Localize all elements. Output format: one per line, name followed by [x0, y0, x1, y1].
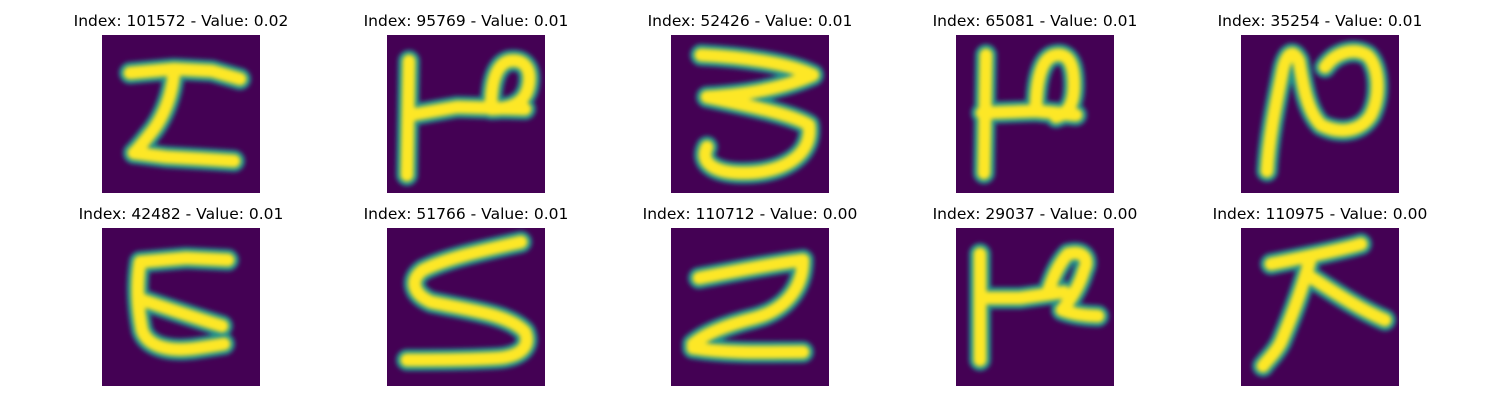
sample-title: Index: 52426 - Value: 0.01	[647, 12, 853, 30]
sample-title: Index: 35254 - Value: 0.01	[1217, 12, 1423, 30]
sample-title: Index: 51766 - Value: 0.01	[363, 205, 569, 223]
sample-title: Index: 101572 - Value: 0.02	[73, 12, 289, 30]
sample-title: Index: 65081 - Value: 0.01	[932, 12, 1138, 30]
glyph-stroke	[400, 235, 534, 367]
digit-image	[956, 35, 1114, 193]
digit-image	[102, 228, 260, 386]
sample-title: Index: 110712 - Value: 0.00	[642, 205, 858, 223]
glyph-stroke	[694, 48, 820, 180]
sample-title: Index: 42482 - Value: 0.01	[78, 205, 284, 223]
sample-title: Index: 29037 - Value: 0.00	[932, 205, 1138, 223]
sample-title: Index: 110975 - Value: 0.00	[1212, 205, 1428, 223]
sample-title: Index: 95769 - Value: 0.01	[363, 12, 569, 30]
glyph-stroke	[1256, 237, 1392, 373]
digit-image	[387, 228, 545, 386]
digit-image	[102, 35, 260, 193]
digit-image	[387, 35, 545, 193]
digit-image	[956, 228, 1114, 386]
glyph-stroke	[123, 62, 247, 168]
digit-image	[1241, 35, 1399, 193]
glyph-stroke	[973, 246, 1105, 367]
digit-image	[671, 35, 829, 193]
glyph-stroke	[686, 253, 810, 359]
glyph-stroke	[400, 54, 536, 182]
digit-image	[671, 228, 829, 386]
glyph-stroke	[1260, 45, 1384, 178]
digit-image	[1241, 228, 1399, 386]
glyph-stroke	[131, 251, 235, 356]
glyph-stroke	[975, 48, 1083, 180]
